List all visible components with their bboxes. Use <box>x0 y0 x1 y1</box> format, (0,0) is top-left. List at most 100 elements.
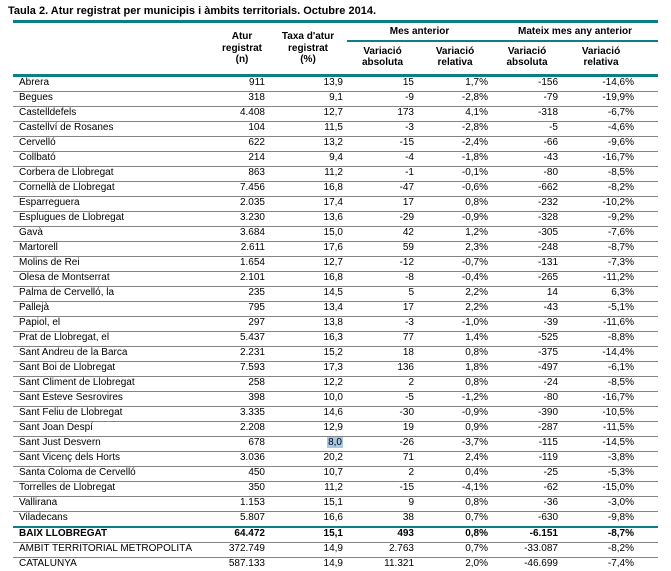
cell-value: -8,2% <box>562 542 658 558</box>
cell-value: -3 <box>347 121 418 137</box>
col-group-mateix-mes-any-anterior: Mateix mes any anterior <box>492 21 658 42</box>
cell-value: -0,7% <box>418 256 492 272</box>
cell-value: -9,2% <box>562 211 658 227</box>
cell-value: -497 <box>492 361 562 377</box>
cell-value: 8,0 <box>269 436 347 452</box>
cell-value: -80 <box>492 391 562 407</box>
cell-value: 1,2% <box>418 226 492 242</box>
table-row: Cornellà de Llobregat 7.456 16,8 -47 -0,6% -6… <box>13 181 658 197</box>
cell-municipality: Sant Boi de Llobregat <box>13 361 215 377</box>
cell-value: -248 <box>492 241 562 257</box>
cell-value: 0,7% <box>418 511 492 527</box>
cell-municipality: Esplugues de Llobregat <box>13 211 215 227</box>
cell-municipality: Gavà <box>13 226 215 242</box>
cell-municipality: Sant Vicenç dels Horts <box>13 451 215 467</box>
cell-value: 0,8% <box>418 496 492 512</box>
cell-municipality: Cervelló <box>13 136 215 152</box>
cell-value: 2.101 <box>215 271 269 287</box>
cell-value: 20,2 <box>269 451 347 467</box>
col-header-variacio-relativa-mes: Variació relativa <box>435 45 475 69</box>
cell-municipality: Sant Just Desvern <box>13 436 215 452</box>
cell-value: -115 <box>492 436 562 452</box>
table-row: CATALUNYA 587.133 14,9 11.321 2,0% -46.699 -7,… <box>13 557 658 571</box>
cell-value: -0,6% <box>418 181 492 197</box>
cell-value: -0,4% <box>418 271 492 287</box>
cell-value: 15,2 <box>269 346 347 362</box>
table-row: Cervelló 622 13,2 -15 -2,4% -66 -9,6% <box>13 136 658 152</box>
unemployment-table: Atur registrat (n) Taxa d'atur registrat… <box>13 20 658 571</box>
cell-value: 12,2 <box>269 376 347 392</box>
cell-value: 77 <box>347 331 418 347</box>
cell-value: 214 <box>215 151 269 167</box>
cell-municipality: ÀMBIT TERRITORIAL METROPOLITÀ <box>13 542 215 558</box>
cell-municipality: Abrera <box>13 75 215 92</box>
cell-value: -16,7% <box>562 391 658 407</box>
col-header-atur-registrat: Atur registrat (n) <box>221 31 262 65</box>
cell-value: -8,5% <box>562 166 658 182</box>
cell-value: -0,9% <box>418 406 492 422</box>
col-header-taxa-atur: Taxa d'atur registrat (%) <box>281 31 335 65</box>
cell-value: 16,3 <box>269 331 347 347</box>
cell-value: 350 <box>215 481 269 497</box>
cell-value: 0,8% <box>418 525 492 543</box>
cell-value: 14,9 <box>269 542 347 558</box>
cell-value: -1,2% <box>418 391 492 407</box>
cell-value: 678 <box>215 436 269 452</box>
cell-value: 493 <box>347 525 418 543</box>
cell-value: 5 <box>347 286 418 302</box>
cell-municipality: Castellví de Rosanes <box>13 121 215 137</box>
cell-value: -5,3% <box>562 466 658 482</box>
cell-value: 622 <box>215 136 269 152</box>
cell-value: 13,9 <box>269 75 347 92</box>
cell-value: -24 <box>492 376 562 392</box>
cell-value: 9,4 <box>269 151 347 167</box>
cell-value: 17,4 <box>269 196 347 212</box>
cell-municipality: Sant Andreu de la Barca <box>13 346 215 362</box>
cell-value: -19,9% <box>562 91 658 107</box>
table-row: Torrelles de Llobregat 350 11,2 -15 -4,1% -62… <box>13 481 658 497</box>
cell-value: -305 <box>492 226 562 242</box>
cell-value: -15,0% <box>562 481 658 497</box>
cell-value: 19 <box>347 421 418 437</box>
cell-value: -8,2% <box>562 181 658 197</box>
table-row: Sant Joan Despí 2.208 12,9 19 0,9% -287 -11,5% <box>13 421 658 437</box>
cell-value: -11,5% <box>562 421 658 437</box>
cell-municipality: Cornellà de Llobregat <box>13 181 215 197</box>
cell-value: 0,9% <box>418 421 492 437</box>
cell-municipality: Molins de Rei <box>13 256 215 272</box>
cell-municipality: Pallejà <box>13 301 215 317</box>
cell-value: 3.230 <box>215 211 269 227</box>
cell-value: -8 <box>347 271 418 287</box>
cell-value: -39 <box>492 316 562 332</box>
col-header-variacio-absoluta-mes: Variació absoluta <box>361 45 404 69</box>
cell-value: -3 <box>347 316 418 332</box>
cell-value: -3,0% <box>562 496 658 512</box>
table-row: Pallejà 795 13,4 17 2,2% -43 -5,1% <box>13 301 658 317</box>
cell-value: 1.153 <box>215 496 269 512</box>
table-row: Esplugues de Llobregat 3.230 13,6 -29 -0,9% -… <box>13 211 658 227</box>
cell-value: -3,8% <box>562 451 658 467</box>
col-header-variacio-relativa-any: Variació relativa <box>581 45 621 69</box>
cell-value: 1,4% <box>418 331 492 347</box>
table-row: Martorell 2.611 17,6 59 2,3% -248 -8,7% <box>13 241 658 257</box>
cell-value: -131 <box>492 256 562 272</box>
cell-value: -5,1% <box>562 301 658 317</box>
cell-value: -79 <box>492 91 562 107</box>
table-row: Sant Vicenç dels Horts 3.036 20,2 71 2,4% -11… <box>13 451 658 467</box>
cell-municipality: Martorell <box>13 241 215 257</box>
cell-value: 11,5 <box>269 121 347 137</box>
cell-value: -8,7% <box>562 241 658 257</box>
cell-municipality: Sant Climent de Llobregat <box>13 376 215 392</box>
table-row: Prat de Llobregat, el 5.437 16,3 77 1,4% -525… <box>13 331 658 347</box>
cell-value: -6.151 <box>492 525 562 543</box>
cell-value: -265 <box>492 271 562 287</box>
cell-municipality: Castelldefels <box>13 106 215 122</box>
cell-value: -9,6% <box>562 136 658 152</box>
cell-value: -25 <box>492 466 562 482</box>
cell-value: -10,2% <box>562 196 658 212</box>
cell-value: 10,0 <box>269 391 347 407</box>
cell-value: -15 <box>347 481 418 497</box>
cell-value: 2.035 <box>215 196 269 212</box>
table-row: Begues 318 9,1 -9 -2,8% -79 -19,9% <box>13 91 658 107</box>
